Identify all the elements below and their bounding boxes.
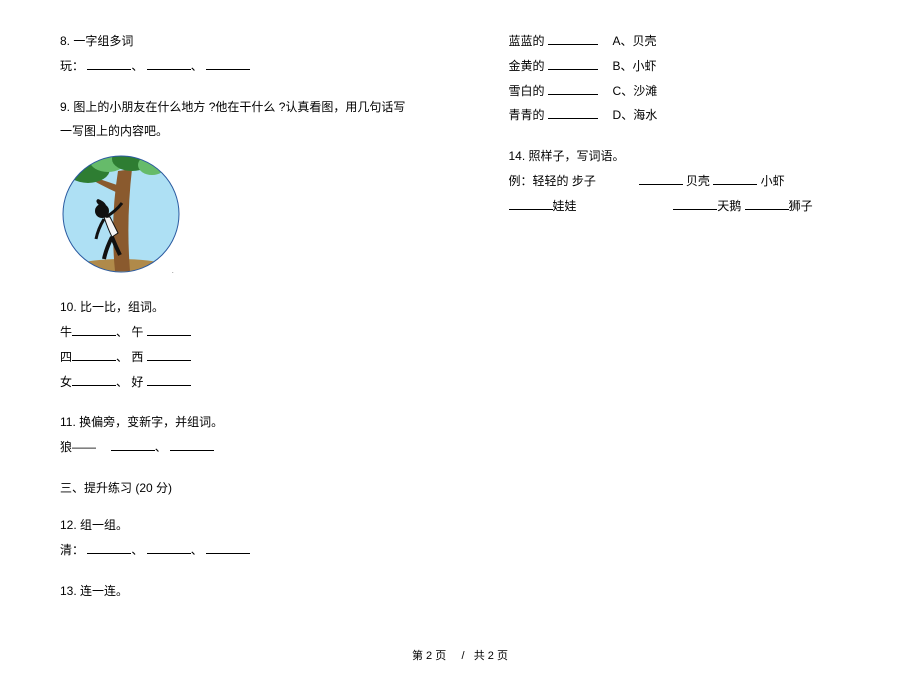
blank xyxy=(639,174,683,185)
blank xyxy=(170,440,214,451)
blank xyxy=(548,34,598,45)
q10-r2b: 西 xyxy=(131,350,143,364)
q9-num: 9. xyxy=(60,100,70,114)
blank xyxy=(147,543,191,554)
q12-title: 组一组。 xyxy=(80,518,128,532)
q12-stem: 清： xyxy=(60,543,84,557)
q8-num: 8. xyxy=(60,34,70,48)
blank xyxy=(206,543,250,554)
q10-r1a: 牛 xyxy=(60,325,72,339)
tree-climbing-image: . xyxy=(60,151,182,278)
match-r2a: 金黄的 xyxy=(509,59,545,73)
q14-w4: 天鹅 xyxy=(717,199,741,213)
q14-w1: 贝壳 xyxy=(686,174,710,188)
footer-right: 共 2 页 xyxy=(474,650,508,662)
match-r1a: 蓝蓝的 xyxy=(509,34,545,48)
blank xyxy=(509,199,553,210)
q11-title: 换偏旁，变新字，并组词。 xyxy=(79,415,223,429)
q9-text1: 图上的小朋友在什么地方 ?他在干什么 ?认真看图，用几句话写 xyxy=(73,100,405,114)
blank xyxy=(111,440,155,451)
blank xyxy=(147,350,191,361)
q13-num: 13. xyxy=(60,584,77,598)
q14-w2: 小虾 xyxy=(761,174,785,188)
match-r2b: B、小虾 xyxy=(613,59,657,73)
blank xyxy=(72,325,116,336)
question-13: 13. 连一连。 xyxy=(60,580,449,603)
blank xyxy=(87,543,131,554)
match-r4b: D、海水 xyxy=(613,108,658,122)
q9-text2: 一写图上的内容吧。 xyxy=(60,124,168,138)
q14-w5: 狮子 xyxy=(789,199,813,213)
q13-title: 连一连。 xyxy=(80,584,128,598)
footer-sep: / xyxy=(462,650,465,662)
question-10: 10. 比一比，组词。 牛、 午 四、 西 女、 好 xyxy=(60,296,449,393)
svg-text:.: . xyxy=(172,269,174,275)
q10-r1b: 午 xyxy=(131,325,143,339)
q14-num: 14. xyxy=(509,149,526,163)
q10-title: 比一比，组词。 xyxy=(80,300,164,314)
question-11: 11. 换偏旁，变新字，并组词。 狼—— 、 xyxy=(60,411,449,459)
blank xyxy=(87,59,131,70)
blank xyxy=(72,350,116,361)
match-r3a: 雪白的 xyxy=(509,84,545,98)
blank xyxy=(147,325,191,336)
question-8: 8. 一字组多词 玩： 、 、 xyxy=(60,30,449,78)
section-3-title: 三、提升练习 (20 分) xyxy=(60,479,449,496)
q14-title: 照样子，写词语。 xyxy=(529,149,625,163)
blank xyxy=(548,109,598,120)
q10-r3b: 好 xyxy=(131,375,143,389)
blank xyxy=(72,375,116,386)
question-14: 14. 照样子，写词语。 例：轻轻的 步子 贝壳 小虾 娃娃 天鹅 狮子 xyxy=(509,145,861,217)
q14-example: 例：轻轻的 步子 xyxy=(509,174,596,188)
q8-stem: 玩： xyxy=(60,59,84,73)
footer-left: 第 2 页 xyxy=(412,650,446,662)
q12-num: 12. xyxy=(60,518,77,532)
q10-num: 10. xyxy=(60,300,77,314)
question-9: 9. 图上的小朋友在什么地方 ?他在干什么 ?认真看图，用几句话写 一写图上的内… xyxy=(60,96,449,279)
blank xyxy=(745,199,789,210)
match-r4a: 青青的 xyxy=(509,108,545,122)
question-12: 12. 组一组。 清： 、 、 xyxy=(60,514,449,562)
blank xyxy=(147,375,191,386)
q10-r2a: 四 xyxy=(60,350,72,364)
page-footer: 第 2 页 / 共 2 页 xyxy=(0,647,920,663)
match-r3b: C、沙滩 xyxy=(613,84,658,98)
match-r1b: A、贝壳 xyxy=(613,34,657,48)
blank xyxy=(673,199,717,210)
matching-list: 蓝蓝的 A、贝壳 金黄的 B、小虾 雪白的 C、沙滩 青青的 xyxy=(509,30,861,127)
blank xyxy=(713,174,757,185)
q14-w3: 娃娃 xyxy=(553,199,577,213)
blank xyxy=(147,59,191,70)
q11-num: 11. xyxy=(60,415,76,429)
q10-r3a: 女 xyxy=(60,375,72,389)
q8-title: 一字组多词 xyxy=(73,34,133,48)
blank xyxy=(548,84,598,95)
blank xyxy=(548,59,598,70)
blank xyxy=(206,59,250,70)
q11-stem: 狼—— xyxy=(60,440,96,454)
